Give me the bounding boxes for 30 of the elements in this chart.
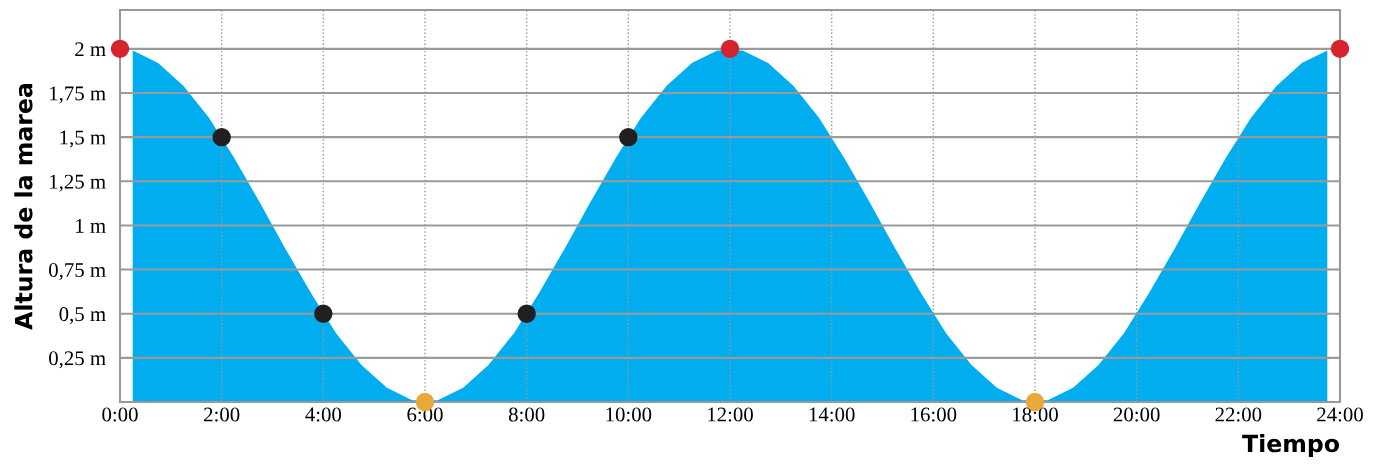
x-tick-label: 14:00 [809, 407, 855, 422]
y-tick-label: 1,5 m [60, 130, 106, 148]
point [619, 127, 638, 147]
x-tick-label: 20:00 [1113, 407, 1160, 422]
x-tick-label: 18:00 [1013, 407, 1058, 422]
x-tick-label: 2:00 [204, 407, 240, 422]
x-tick-label: 22:00 [1215, 407, 1262, 422]
point [212, 127, 231, 147]
x-tick-label: 6:00 [407, 407, 443, 422]
y-tick-label: 0,5 m [59, 307, 106, 325]
x-axis-title: Tiempo [1242, 434, 1339, 457]
x-tick-label: 0:00 [102, 407, 138, 422]
point [1330, 39, 1350, 59]
y-tick-label: 0,75 m [49, 262, 106, 280]
x-tick-label: 24:00 [1317, 407, 1363, 422]
y-axis-title: Altura de la marea [14, 83, 33, 330]
point [314, 304, 333, 323]
y-tick-label: 2 m [75, 42, 106, 57]
x-tick-label: 4:00 [305, 407, 342, 422]
y-tick-label: 1,75 m [50, 86, 106, 104]
x-tick-label: 8:00 [508, 407, 545, 422]
y-tick-label: 1,25 m [50, 174, 106, 192]
x-tick-label: 12:00 [708, 407, 753, 422]
y-tick-label: 0,25 m [49, 351, 106, 369]
point [517, 304, 536, 323]
x-tick-label: 16:00 [911, 407, 957, 422]
x-tick-label: 10:00 [606, 407, 652, 422]
point [720, 39, 740, 59]
point [110, 39, 130, 59]
y-tick-label: 1 m [76, 218, 106, 233]
